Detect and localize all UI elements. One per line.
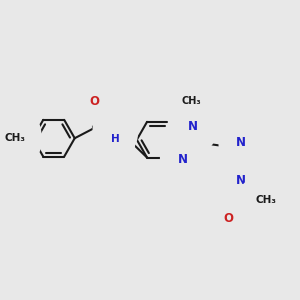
Text: N: N: [188, 120, 198, 133]
Text: N: N: [236, 136, 246, 149]
Text: CH₃: CH₃: [256, 195, 277, 205]
Text: N: N: [236, 174, 246, 188]
Text: CH₃: CH₃: [182, 95, 201, 106]
Text: O: O: [89, 95, 99, 108]
Text: O: O: [223, 212, 233, 225]
Text: H: H: [111, 134, 120, 143]
Text: N: N: [110, 121, 120, 134]
Text: N: N: [178, 152, 188, 166]
Text: CH₃: CH₃: [5, 133, 26, 143]
